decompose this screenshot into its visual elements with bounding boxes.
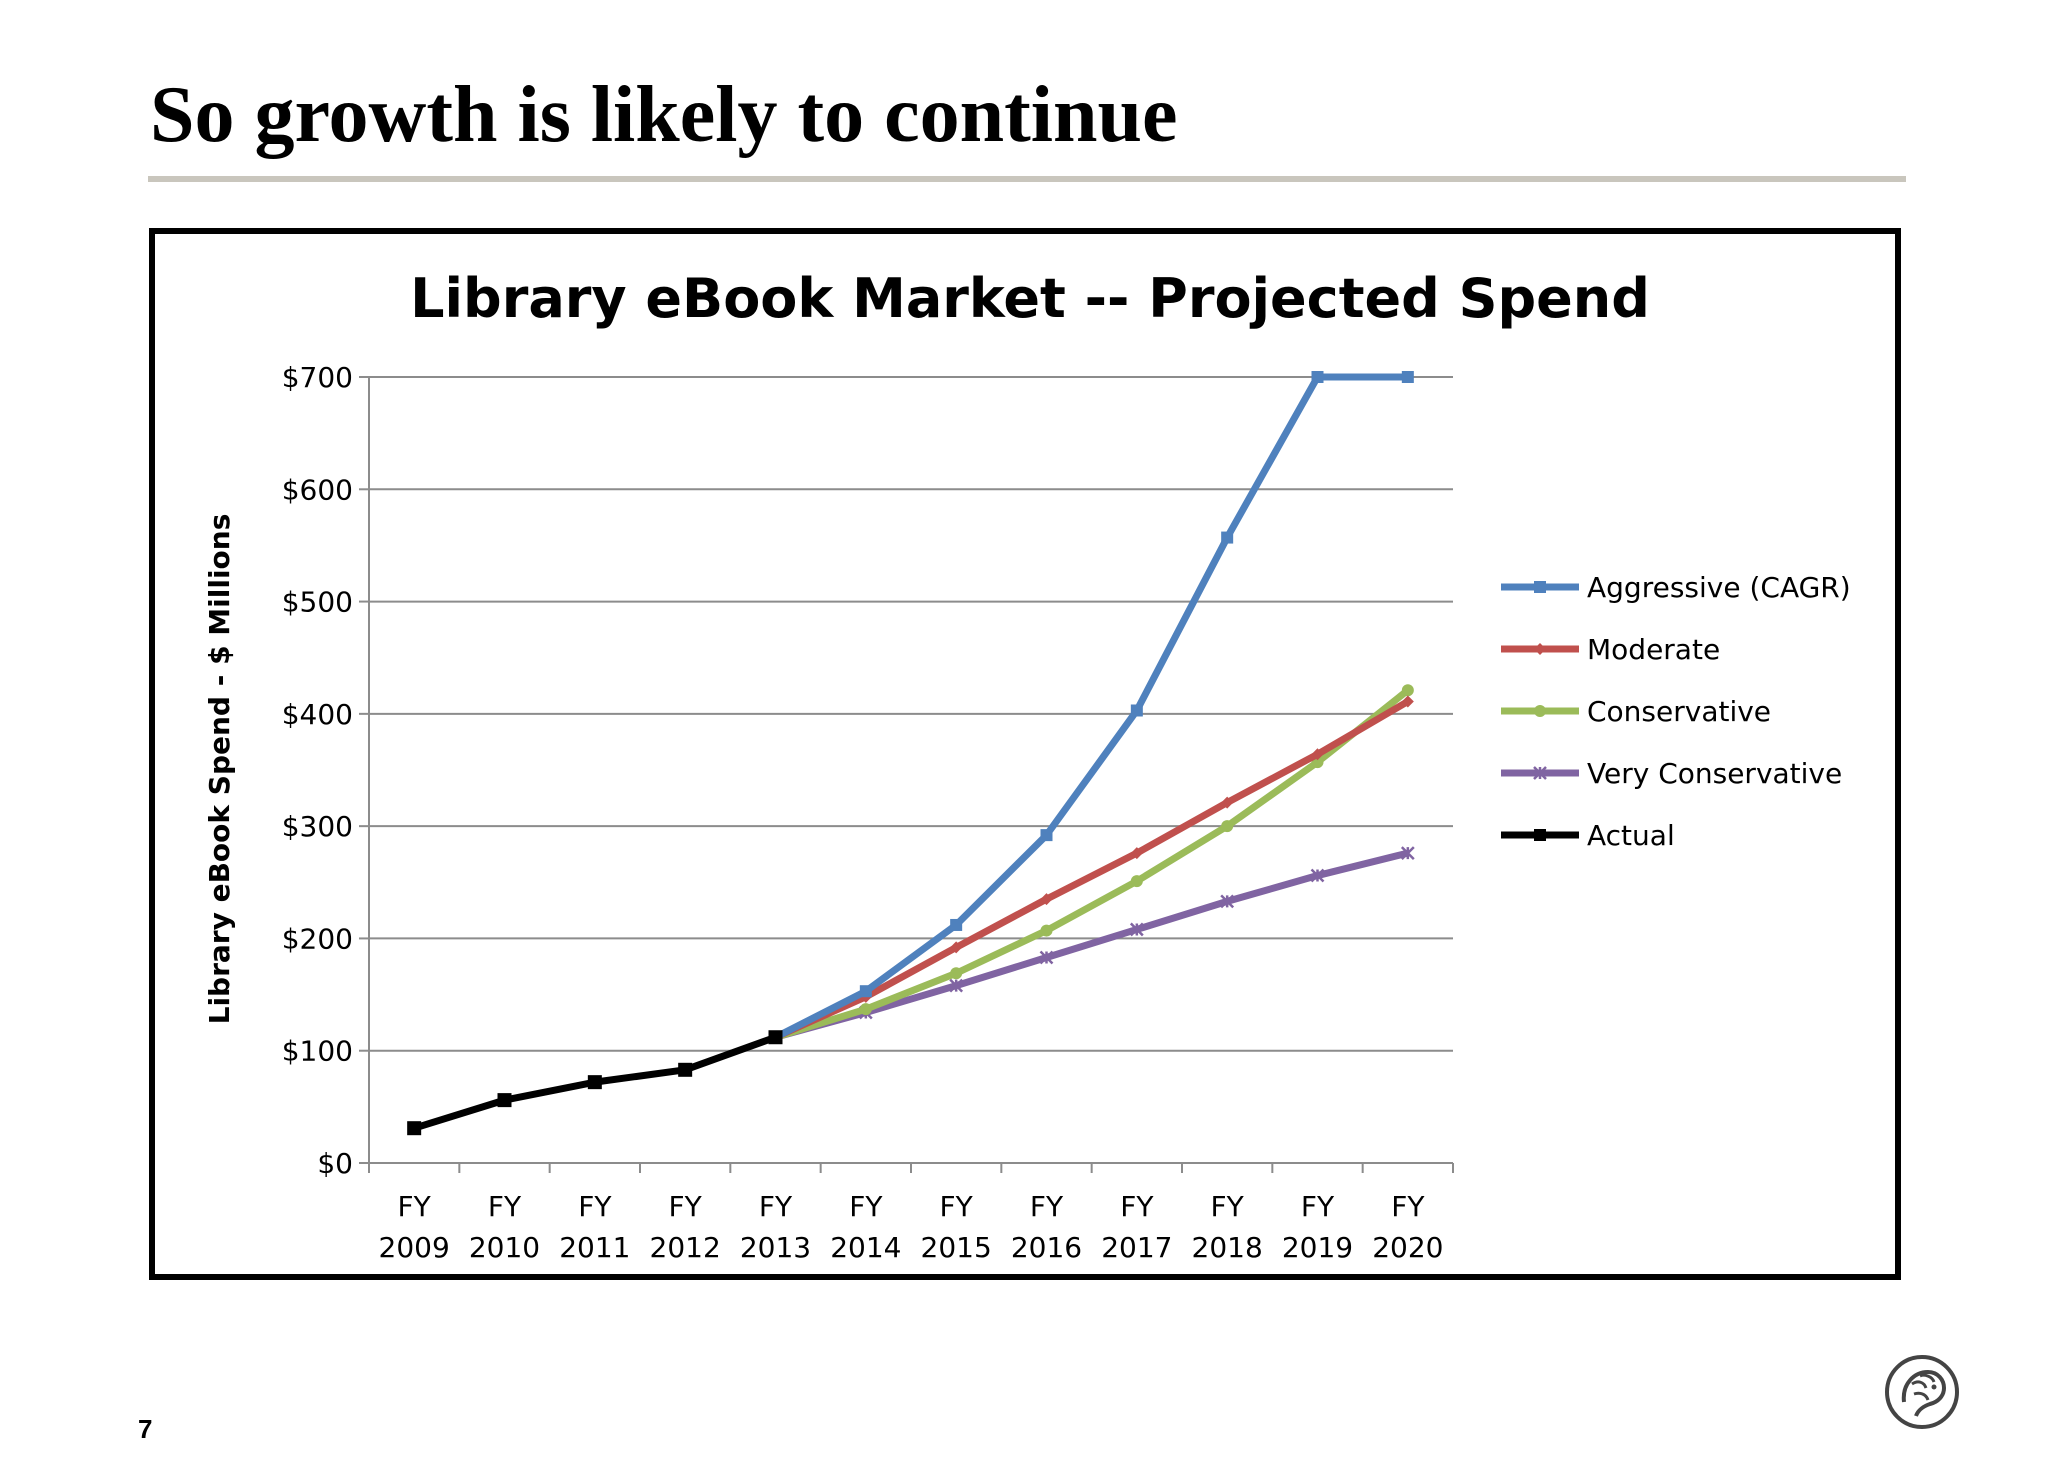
y-tick-label: $500	[282, 586, 353, 619]
series-line	[774, 849, 1409, 1041]
data-point	[1039, 950, 1054, 965]
data-point	[1130, 847, 1143, 860]
data-point	[1130, 875, 1143, 888]
data-point	[1220, 894, 1235, 909]
x-tick-label: FY 2015	[921, 1190, 992, 1264]
legend-item: Aggressive (CAGR)	[1501, 571, 1851, 604]
y-axis-title: Library eBook Spend - $ Millions	[203, 514, 236, 1025]
series-lines	[407, 371, 1415, 1136]
x-tick-label: FY 2009	[379, 1190, 450, 1264]
data-point	[1040, 924, 1053, 937]
x-tick-label: FY 2020	[1372, 1190, 1443, 1264]
y-tick-label: $600	[282, 473, 353, 506]
data-point	[1400, 846, 1415, 860]
legend-label: Actual	[1587, 819, 1675, 852]
data-point	[1401, 695, 1414, 708]
x-tick-label: FY 2010	[469, 1190, 540, 1264]
data-point	[950, 941, 963, 954]
legend-label: Moderate	[1587, 633, 1720, 666]
data-point	[1401, 684, 1414, 697]
data-point	[950, 967, 963, 980]
y-tick-label: $400	[282, 698, 353, 731]
data-point	[1130, 704, 1143, 717]
data-point	[1533, 766, 1547, 780]
data-point	[1221, 796, 1234, 809]
data-point	[768, 1030, 783, 1045]
y-tick-label: $100	[282, 1035, 353, 1068]
data-point	[678, 1062, 693, 1077]
data-point	[1534, 829, 1546, 841]
library-lion-logo-icon	[1885, 1355, 1959, 1429]
chart-frame: Library eBook Market -- Projected Spend …	[149, 228, 1901, 1280]
data-point	[1221, 531, 1234, 544]
data-point	[859, 985, 872, 998]
data-point	[1534, 581, 1546, 593]
y-tick-label: $300	[282, 810, 353, 843]
x-tick-label: FY 2018	[1192, 1190, 1263, 1264]
series-very-conservative	[768, 846, 1415, 1045]
y-tick-label: $200	[282, 922, 353, 955]
axes: $0 $100 $200 $300 $400 $500 $600 $700 FY 2009 FY 20…	[282, 361, 1454, 1264]
data-point	[859, 1003, 872, 1016]
legend-label: Very Conservative	[1587, 757, 1842, 790]
title-divider	[148, 176, 1906, 182]
data-point	[1311, 371, 1324, 383]
y-tick-label: $0	[317, 1147, 353, 1180]
y-tick-label: $700	[282, 361, 353, 394]
series-line	[774, 698, 1410, 1041]
x-tick-label: FY 2013	[740, 1190, 811, 1264]
data-point	[1129, 922, 1144, 937]
series-line	[773, 373, 1408, 1041]
gridlines	[369, 376, 1453, 1052]
data-point	[949, 978, 964, 993]
legend-item: Very Conservative	[1501, 757, 1842, 790]
series-actual	[407, 1030, 783, 1136]
data-point	[1401, 371, 1414, 383]
data-point	[1534, 643, 1546, 655]
legend-item: Conservative	[1501, 695, 1771, 728]
legend-label: Aggressive (CAGR)	[1587, 571, 1851, 604]
data-point	[1311, 748, 1324, 761]
data-point	[1040, 893, 1053, 906]
data-point	[1310, 868, 1325, 883]
line-chart: Library eBook Market -- Projected Spend …	[203, 267, 1851, 1264]
page-number: 7	[138, 1414, 153, 1444]
legend: Aggressive (CAGR) Moderate Conservative Ver…	[1501, 571, 1851, 852]
data-point	[950, 918, 963, 931]
data-point	[587, 1075, 602, 1090]
data-point	[1221, 820, 1234, 833]
x-tick-label: FY 2011	[559, 1190, 630, 1264]
data-point	[497, 1093, 512, 1108]
chart-title: Library eBook Market -- Projected Spend	[410, 267, 1650, 330]
x-tick-label: FY 2019	[1282, 1190, 1353, 1264]
legend-item: Actual	[1501, 819, 1675, 852]
legend-label: Conservative	[1587, 695, 1771, 728]
x-tick-label: FY 2016	[1011, 1190, 1082, 1264]
x-tick-label: FY 2014	[830, 1190, 901, 1264]
x-tick-label: FY 2012	[650, 1190, 721, 1264]
legend-item: Moderate	[1501, 633, 1720, 666]
data-point	[1534, 705, 1546, 717]
data-point	[1040, 829, 1053, 842]
x-tick-label: FY 2017	[1101, 1190, 1172, 1264]
slide-title: So growth is likely to continue	[150, 71, 1178, 159]
series-line	[774, 687, 1411, 1041]
data-point	[407, 1121, 422, 1136]
